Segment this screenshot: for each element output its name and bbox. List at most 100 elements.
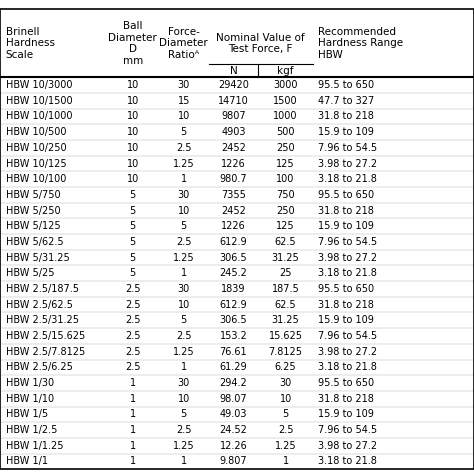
Text: 245.2: 245.2 [219,268,247,278]
Text: 2.5: 2.5 [125,362,140,373]
Text: 30: 30 [178,80,190,90]
Text: Ball
Diameter
D
mm: Ball Diameter D mm [109,21,157,66]
Text: 250: 250 [276,206,295,216]
Text: 2.5: 2.5 [176,331,191,341]
Text: 153.2: 153.2 [219,331,247,341]
Text: 3.18 to 21.8: 3.18 to 21.8 [318,268,376,278]
Text: 31.8 to 218: 31.8 to 218 [318,206,374,216]
Text: 7.96 to 54.5: 7.96 to 54.5 [318,237,377,247]
Text: 1: 1 [283,456,289,466]
Text: 3000: 3000 [273,80,298,90]
Text: 612.9: 612.9 [219,300,247,310]
Text: 125: 125 [276,158,295,168]
Text: 7.96 to 54.5: 7.96 to 54.5 [318,425,377,435]
Text: 1: 1 [181,362,187,373]
Text: 1: 1 [181,456,187,466]
Text: 5: 5 [181,127,187,137]
Text: 1: 1 [130,425,136,435]
Text: HBW 10/1500: HBW 10/1500 [6,96,73,106]
Text: 1: 1 [130,441,136,451]
Text: 1: 1 [130,410,136,419]
Text: 30: 30 [178,378,190,388]
Text: 30: 30 [280,378,292,388]
Text: 5: 5 [129,206,136,216]
Text: HBW 5/62.5: HBW 5/62.5 [6,237,64,247]
Text: HBW 10/250: HBW 10/250 [6,143,66,153]
Text: 1: 1 [181,268,187,278]
Text: HBW 2.5/187.5: HBW 2.5/187.5 [6,284,79,294]
Text: 2.5: 2.5 [176,425,191,435]
Text: 15.625: 15.625 [269,331,302,341]
Text: 76.61: 76.61 [219,346,247,356]
Text: 95.5 to 650: 95.5 to 650 [318,80,374,90]
Text: HBW 5/750: HBW 5/750 [6,190,60,200]
Text: 100: 100 [276,174,295,184]
Text: 2.5: 2.5 [125,300,140,310]
Text: 24.52: 24.52 [219,425,247,435]
Text: 15.9 to 109: 15.9 to 109 [318,127,374,137]
Text: 61.29: 61.29 [219,362,247,373]
Text: 9807: 9807 [221,111,246,121]
Text: 3.98 to 27.2: 3.98 to 27.2 [318,441,377,451]
Text: N: N [229,65,237,76]
Text: Force-
Diameter
Ratioᴬ: Force- Diameter Ratioᴬ [159,27,208,60]
Text: 62.5: 62.5 [275,300,296,310]
Text: 1.25: 1.25 [275,441,296,451]
Text: 3.98 to 27.2: 3.98 to 27.2 [318,158,377,168]
Text: 29420: 29420 [218,80,249,90]
Text: HBW 5/125: HBW 5/125 [6,221,60,231]
Text: 2.5: 2.5 [176,237,191,247]
Text: 62.5: 62.5 [275,237,296,247]
Text: 10: 10 [127,96,139,106]
Text: 2452: 2452 [221,206,246,216]
Text: 2.5: 2.5 [125,331,140,341]
Text: 9.807: 9.807 [219,456,247,466]
Text: 2452: 2452 [221,143,246,153]
Text: 10: 10 [127,174,139,184]
Text: 95.5 to 650: 95.5 to 650 [318,284,374,294]
Text: kgf: kgf [277,65,294,76]
Text: 2.5: 2.5 [125,315,140,325]
Text: 750: 750 [276,190,295,200]
Text: 980.7: 980.7 [219,174,247,184]
Text: 10: 10 [178,206,190,216]
Text: 12.26: 12.26 [219,441,247,451]
Text: 31.25: 31.25 [272,315,300,325]
Text: HBW 2.5/15.625: HBW 2.5/15.625 [6,331,85,341]
Text: 3.98 to 27.2: 3.98 to 27.2 [318,253,377,263]
Text: 5: 5 [181,410,187,419]
Text: 10: 10 [127,111,139,121]
Text: 4903: 4903 [221,127,246,137]
Text: 1: 1 [181,174,187,184]
Text: HBW 10/125: HBW 10/125 [6,158,66,168]
Text: 2.5: 2.5 [125,284,140,294]
Text: 2.5: 2.5 [125,346,140,356]
Text: 7.96 to 54.5: 7.96 to 54.5 [318,331,377,341]
Text: 1: 1 [130,378,136,388]
Text: 1.25: 1.25 [173,253,194,263]
Text: 15.9 to 109: 15.9 to 109 [318,315,374,325]
Text: 3.18 to 21.8: 3.18 to 21.8 [318,456,376,466]
Text: 1: 1 [130,394,136,404]
Text: 5: 5 [129,253,136,263]
Text: 250: 250 [276,143,295,153]
Text: 6.25: 6.25 [275,362,296,373]
Text: 7355: 7355 [221,190,246,200]
Text: HBW 1/1: HBW 1/1 [6,456,48,466]
Text: HBW 1/30: HBW 1/30 [6,378,54,388]
Text: 7.8125: 7.8125 [269,346,302,356]
Text: HBW 2.5/6.25: HBW 2.5/6.25 [6,362,73,373]
Text: HBW 1/1.25: HBW 1/1.25 [6,441,63,451]
Text: HBW 1/2.5: HBW 1/2.5 [6,425,57,435]
Text: 306.5: 306.5 [219,315,247,325]
Text: HBW 2.5/62.5: HBW 2.5/62.5 [6,300,73,310]
Text: 95.5 to 650: 95.5 to 650 [318,190,374,200]
Text: 5: 5 [129,190,136,200]
Text: 10: 10 [127,158,139,168]
Text: 1500: 1500 [273,96,298,106]
Text: 1.25: 1.25 [173,441,194,451]
Text: HBW 2.5/7.8125: HBW 2.5/7.8125 [6,346,85,356]
Text: 31.8 to 218: 31.8 to 218 [318,111,374,121]
Text: 5: 5 [129,221,136,231]
Text: 47.7 to 327: 47.7 to 327 [318,96,374,106]
